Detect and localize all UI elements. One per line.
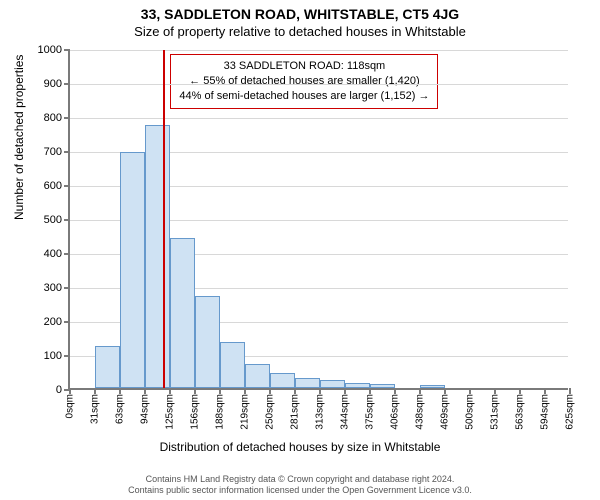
xtick-label: 63sqm	[115, 394, 126, 424]
ytick-mark	[64, 117, 70, 119]
histogram-bar	[170, 238, 195, 388]
histogram-bar	[295, 378, 321, 388]
ytick-mark	[64, 151, 70, 153]
plot-area: 33 SADDLETON ROAD: 118sqm ← 55% of detac…	[68, 50, 568, 390]
ytick-mark	[64, 219, 70, 221]
marker-line	[163, 50, 165, 388]
histogram-bar	[245, 364, 270, 388]
xtick-label: 313sqm	[315, 394, 326, 430]
xtick-label: 250sqm	[265, 394, 276, 430]
plot-wrap: 33 SADDLETON ROAD: 118sqm ← 55% of detac…	[68, 50, 568, 390]
ytick-label: 800	[44, 112, 62, 124]
ytick-label: 200	[44, 316, 62, 328]
histogram-bar	[345, 383, 370, 388]
x-axis-label: Distribution of detached houses by size …	[0, 440, 600, 454]
histogram-bar	[320, 380, 345, 388]
histogram-bar	[270, 373, 295, 388]
ytick-mark	[64, 287, 70, 289]
ytick-mark	[64, 49, 70, 51]
y-axis-label: Number of detached properties	[12, 55, 26, 220]
xtick-label: 219sqm	[240, 394, 251, 430]
histogram-bar	[95, 346, 121, 389]
histogram-bar	[145, 125, 170, 389]
ytick-mark	[64, 185, 70, 187]
footer: Contains HM Land Registry data © Crown c…	[0, 474, 600, 497]
ytick-label: 500	[44, 214, 62, 226]
xtick-label: 94sqm	[140, 394, 151, 424]
xtick-label: 594sqm	[540, 394, 551, 430]
annotation-line1: 33 SADDLETON ROAD: 118sqm	[179, 59, 429, 74]
xtick-label: 625sqm	[565, 394, 576, 430]
xtick-label: 469sqm	[440, 394, 451, 430]
chart-title: 33, SADDLETON ROAD, WHITSTABLE, CT5 4JG	[0, 0, 600, 22]
ytick-label: 400	[44, 248, 62, 260]
histogram-bar	[420, 385, 445, 388]
footer-line2: Contains public sector information licen…	[0, 485, 600, 496]
ytick-mark	[64, 253, 70, 255]
xtick-label: 438sqm	[415, 394, 426, 430]
xtick-label: 31sqm	[89, 394, 100, 424]
xtick-label: 156sqm	[189, 394, 200, 430]
xtick-label: 500sqm	[465, 394, 476, 430]
histogram-bar	[120, 152, 145, 388]
histogram-bar	[195, 296, 221, 388]
ytick-label: 1000	[38, 44, 62, 56]
ytick-mark	[64, 83, 70, 85]
ytick-label: 0	[56, 384, 62, 396]
annotation-box: 33 SADDLETON ROAD: 118sqm ← 55% of detac…	[170, 54, 438, 109]
xtick-label: 375sqm	[365, 394, 376, 430]
xtick-label: 281sqm	[289, 394, 300, 430]
ytick-label: 100	[44, 350, 62, 362]
ytick-label: 300	[44, 282, 62, 294]
annotation-line2: ← 55% of detached houses are smaller (1,…	[179, 74, 429, 89]
xtick-label: 344sqm	[340, 394, 351, 430]
chart-subtitle: Size of property relative to detached ho…	[0, 22, 600, 39]
xtick-label: 563sqm	[515, 394, 526, 430]
xtick-label: 531sqm	[489, 394, 500, 430]
footer-line1: Contains HM Land Registry data © Crown c…	[0, 474, 600, 485]
annotation-line3: 44% of semi-detached houses are larger (…	[179, 89, 429, 104]
histogram-bar	[220, 342, 245, 388]
ytick-label: 600	[44, 180, 62, 192]
ytick-label: 700	[44, 146, 62, 158]
gridline	[70, 118, 568, 119]
histogram-bar	[370, 384, 395, 388]
ytick-mark	[64, 321, 70, 323]
xtick-label: 188sqm	[215, 394, 226, 430]
chart-container: 33, SADDLETON ROAD, WHITSTABLE, CT5 4JG …	[0, 0, 600, 500]
ytick-label: 900	[44, 78, 62, 90]
gridline	[70, 50, 568, 51]
xtick-label: 0sqm	[65, 394, 76, 418]
ytick-mark	[64, 355, 70, 357]
xtick-label: 406sqm	[389, 394, 400, 430]
xtick-label: 125sqm	[165, 394, 176, 430]
gridline	[70, 84, 568, 85]
